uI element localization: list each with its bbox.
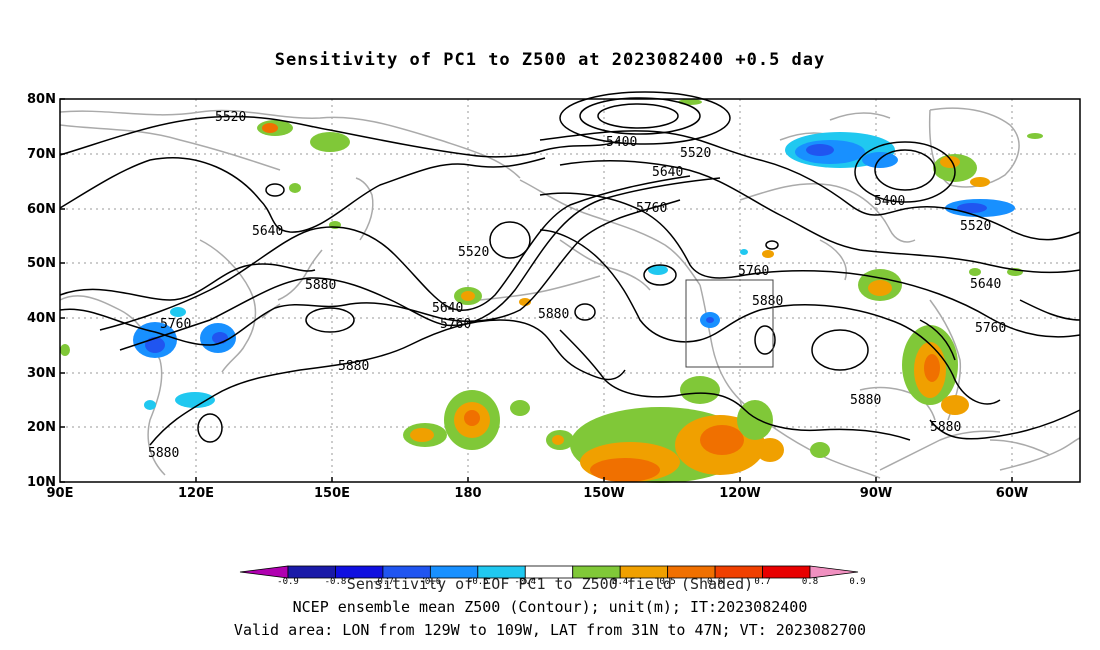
colorbar-tick-label: -0.9 (277, 577, 299, 587)
lat-label: 10N (27, 475, 56, 490)
lon-label: 60W (995, 486, 1029, 501)
lat-label: 40N (27, 311, 56, 326)
contour-label: 5400 (874, 194, 905, 209)
colorbar-max-arrow (809, 565, 859, 579)
caption-line-1: Sensitivity of EOF PC1 to Z500 field (Sh… (346, 575, 754, 593)
lon-label: 150E (313, 486, 351, 501)
plot-title: Sensitivity of PC1 to Z500 at 2023082400… (274, 50, 826, 70)
lon-label: 150W (583, 486, 625, 501)
contour-label: 5640 (432, 301, 463, 316)
lat-label: 30N (27, 366, 56, 381)
lon-label: 180 (454, 486, 482, 501)
lon-label: 90W (859, 486, 893, 501)
contour-label: 5760 (975, 321, 1006, 336)
contour-label: 5760 (636, 201, 667, 216)
lat-label: 60N (27, 202, 56, 217)
contour-label: 5760 (738, 264, 769, 279)
contour-labels: 5520 5400 5520 5640 5760 5400 5520 5640 … (148, 110, 1006, 461)
lon-label: 90E (46, 486, 74, 501)
contour-label: 5880 (538, 307, 569, 322)
contour-label: 5880 (305, 278, 336, 293)
contour-label: 5640 (652, 165, 683, 180)
contour-label: 5760 (160, 317, 191, 332)
contour-label: 5760 (440, 317, 471, 332)
lat-label: 50N (27, 256, 56, 271)
caption-line-3: Valid area: LON from 129W to 109W, LAT f… (233, 621, 867, 639)
contour-label: 5520 (960, 219, 991, 234)
lon-label: 120E (177, 486, 215, 501)
caption-line-2: NCEP ensemble mean Z500 (Contour); unit(… (292, 598, 808, 616)
lat-label: 80N (27, 92, 56, 107)
contour-label: 5880 (148, 446, 179, 461)
contour-label: 5400 (606, 135, 637, 150)
colorbar-tick-label: -0.4 (514, 577, 537, 587)
colorbar (239, 565, 859, 579)
colorbar-tick-label: 0.7 (754, 577, 771, 587)
colorbar-tick-label: -0.6 (419, 577, 442, 587)
contour-label: 5520 (680, 146, 711, 161)
colorbar-tick-label: 0.9 (849, 577, 866, 587)
contour-label: 5520 (215, 110, 246, 125)
contour-label: 5640 (970, 277, 1001, 292)
contour-label: 5880 (338, 359, 369, 374)
colorbar-tick-label: 0.5 (659, 577, 676, 587)
colorbar-tick-label: -0.8 (324, 577, 347, 587)
lon-label: 120W (719, 486, 761, 501)
lat-label: 70N (27, 147, 56, 162)
colorbar-tick-label: 0.4 (612, 577, 629, 587)
lat-label: 20N (27, 420, 56, 435)
z500-contours (59, 91, 1081, 446)
coastlines (59, 107, 1081, 479)
contour-label: 5880 (850, 393, 881, 408)
colorbar-tick-label: 0.6 (706, 577, 724, 587)
colorbar-tick-label: -0.7 (372, 577, 394, 587)
contour-label: 5520 (458, 245, 489, 260)
valid-area-box (685, 279, 774, 368)
contour-label: 5880 (752, 294, 783, 309)
colorbar-tick-label: -0.5 (466, 577, 489, 587)
contour-label: 5880 (930, 420, 961, 435)
colorbar-tick-label: 0.8 (801, 577, 819, 587)
contour-label: 5640 (252, 224, 283, 239)
